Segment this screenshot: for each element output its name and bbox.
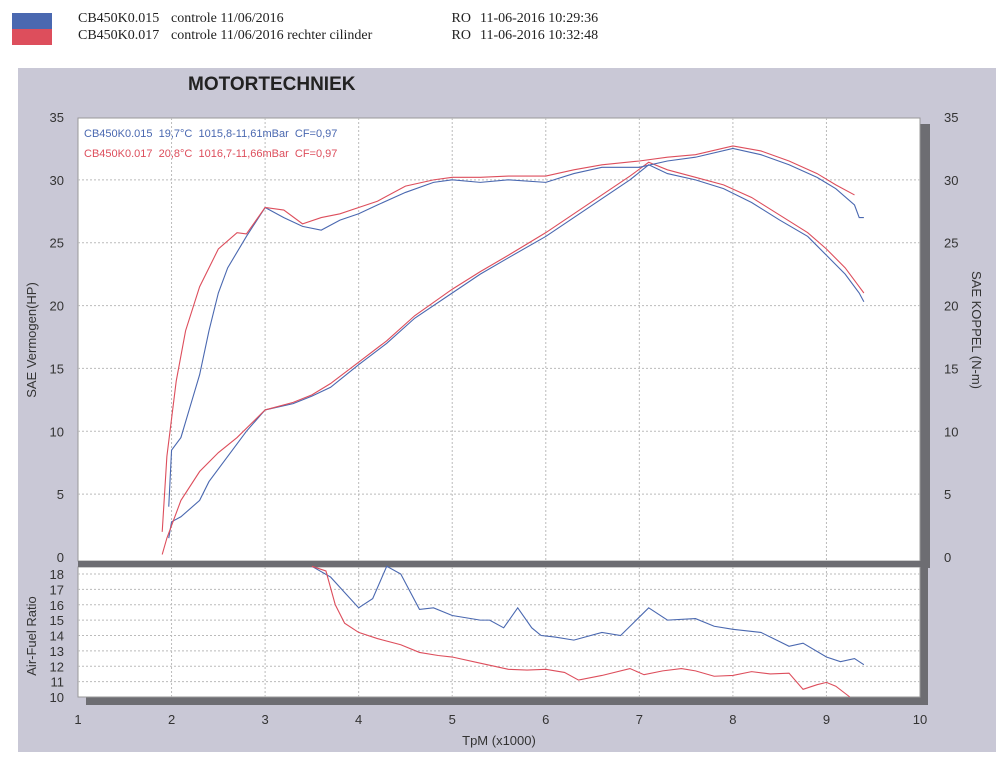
afr-tick-label: 18 — [50, 567, 64, 582]
x-tick-label: 9 — [823, 712, 830, 727]
x-tick-label: 10 — [913, 712, 927, 727]
x-tick-label: 6 — [542, 712, 549, 727]
run-desc-group: controle 11/06/2016 RO — [171, 11, 471, 27]
afr-axis-label: Air-Fuel Ratio — [24, 596, 39, 675]
afr-tick-label: 10 — [50, 690, 64, 705]
y-tick-label-right: 35 — [944, 110, 958, 125]
y-tick-label-left: 20 — [50, 299, 64, 314]
y-tick-label-left: 15 — [50, 361, 64, 376]
plot-shadow-right — [920, 124, 930, 568]
x-tick-label: 1 — [74, 712, 81, 727]
y-tick-label-right: 5 — [944, 487, 951, 502]
run-datetime: 11-06-2016 10:29:36 — [480, 11, 599, 26]
y-tick-label-left: 5 — [57, 487, 64, 502]
run-color-swatch — [12, 13, 52, 45]
x-tick-label: 7 — [636, 712, 643, 727]
swatch-red — [12, 29, 52, 45]
y-tick-label-right: 20 — [944, 299, 958, 314]
y-tick-label-left: 10 — [50, 424, 64, 439]
swatch-blue — [12, 13, 52, 29]
run-desc: controle 11/06/2016 — [171, 11, 284, 26]
afr-tick-label: 12 — [50, 659, 64, 674]
y-tick-label-left: 35 — [50, 110, 64, 125]
power-curve-red — [161, 161, 865, 555]
y-axis-label-left: SAE Vermogen(HP) — [24, 282, 39, 398]
header-run-1: CB450K0.015 controle 11/06/2016 RO 11-06… — [78, 11, 598, 27]
y-tick-label-right: 30 — [944, 173, 958, 188]
run-datetime: 11-06-2016 10:32:48 — [480, 28, 599, 43]
afr-plot-area — [77, 566, 921, 698]
afr-shadow-right — [920, 567, 928, 705]
torque-curve-red — [161, 145, 855, 532]
afr-tick-label: 16 — [50, 598, 64, 613]
afr-tick-label: 17 — [50, 582, 64, 597]
y-tick-label-right: 15 — [944, 361, 958, 376]
x-tick-label: 3 — [261, 712, 268, 727]
run-id: CB450K0.017 — [78, 28, 160, 43]
x-tick-label: 8 — [729, 712, 736, 727]
afr-tick-label: 11 — [51, 675, 65, 690]
header-run-2: CB450K0.017 controle 11/06/2016 rechter … — [78, 28, 598, 44]
x-tick-label: 5 — [449, 712, 456, 727]
afr-shadow-bottom — [86, 697, 928, 705]
run-operator: RO — [451, 11, 471, 26]
torque-curve-blue — [168, 147, 864, 507]
x-tick-label: 4 — [355, 712, 362, 727]
run-id: CB450K0.015 — [78, 11, 160, 26]
y-tick-label-left: 0 — [57, 550, 64, 565]
panel-separator — [78, 561, 930, 567]
run-desc-group: controle 11/06/2016 rechter cilinder RO — [171, 28, 471, 44]
power-plot-area — [77, 117, 921, 562]
y-tick-label-right: 0 — [944, 550, 951, 565]
y-tick-label-left: 25 — [50, 236, 64, 251]
afr-tick-label: 15 — [50, 613, 64, 628]
legend-entry-2: CB450K0.017 20,8°C 1016,7-11,66mBar CF=0… — [84, 148, 337, 160]
y-tick-label-right: 25 — [944, 236, 958, 251]
run-desc: controle 11/06/2016 rechter cilinder — [171, 28, 373, 43]
run-operator: RO — [451, 28, 471, 43]
chart-title: MOTORTECHNIEK — [188, 74, 356, 95]
x-tick-label: 2 — [168, 712, 175, 727]
y-axis-label-right: SAE KOPPEL (N-m) — [969, 271, 984, 389]
x-axis-label: TpM (x1000) — [462, 733, 536, 748]
y-tick-label-right: 10 — [944, 424, 958, 439]
legend-entry-1: CB450K0.015 19,7°C 1015,8-11,61mBar CF=0… — [84, 128, 337, 140]
power-curve-blue — [168, 164, 865, 539]
y-tick-label-left: 30 — [50, 173, 64, 188]
afr-tick-label: 14 — [50, 629, 64, 644]
afr-curve-red — [311, 565, 851, 698]
afr-curve-blue — [311, 565, 865, 666]
afr-tick-label: 13 — [50, 644, 64, 659]
